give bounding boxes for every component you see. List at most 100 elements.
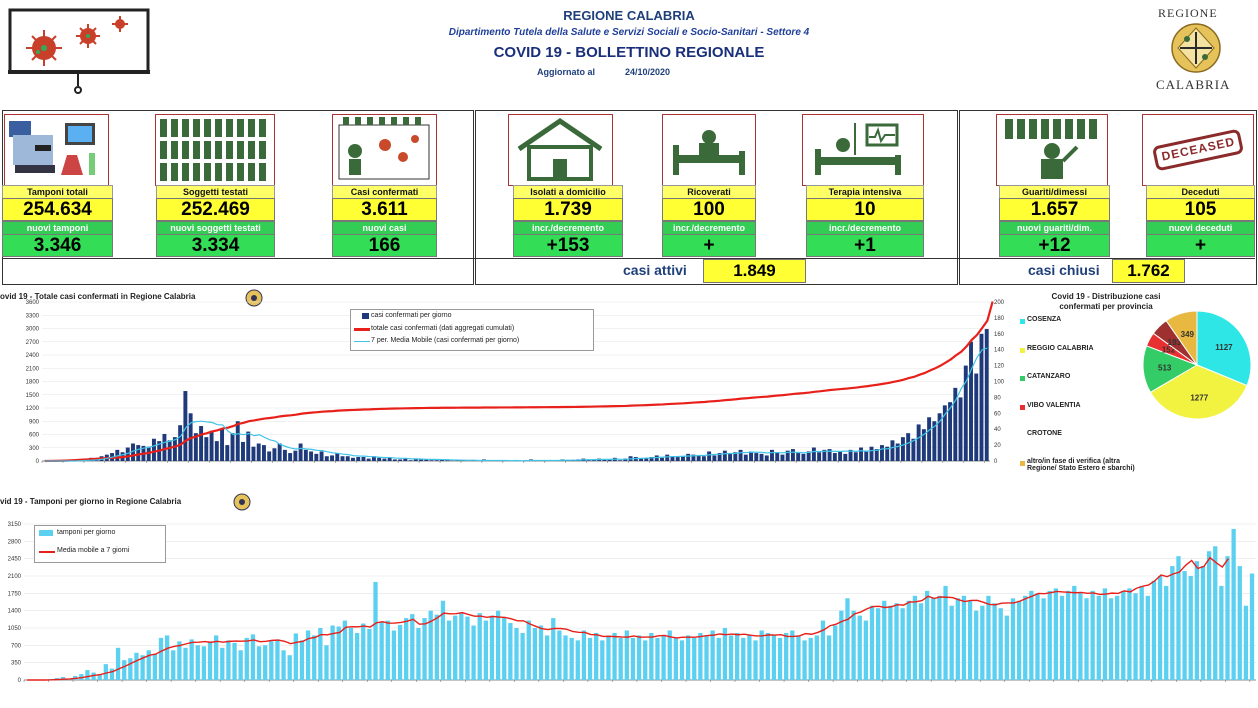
region-logo-text-bottom: CALABRIA bbox=[1156, 77, 1231, 92]
person-figure-icon bbox=[160, 141, 167, 159]
case-bar bbox=[298, 443, 303, 461]
pie-slice bbox=[1165, 310, 1198, 367]
tests-bar bbox=[397, 625, 403, 680]
tests-bar bbox=[1133, 593, 1138, 680]
tests-bar bbox=[183, 647, 188, 680]
tests-bar bbox=[1237, 566, 1242, 680]
tests-bar bbox=[158, 637, 164, 680]
confermati-new-label: nuovi casi bbox=[332, 221, 437, 235]
tests-bar bbox=[1115, 595, 1120, 680]
tests-bar bbox=[636, 635, 642, 680]
tests-bar bbox=[1010, 598, 1016, 680]
y2-tick-label: 80 bbox=[994, 395, 1001, 401]
tests-bar bbox=[814, 635, 819, 680]
tests-bar bbox=[195, 645, 200, 680]
tamponi-value: 254.634 bbox=[2, 198, 113, 221]
legend-swatch-tests bbox=[39, 530, 53, 536]
tests-bar bbox=[1047, 590, 1052, 680]
tests-bar bbox=[998, 608, 1003, 680]
tests-bar bbox=[1231, 528, 1236, 680]
case-bar bbox=[670, 456, 675, 461]
case-bar bbox=[974, 373, 979, 461]
pie-slice bbox=[1196, 310, 1252, 387]
case-bar bbox=[764, 455, 769, 461]
region-coat-of-arms-icon bbox=[1171, 23, 1221, 73]
tests-bar bbox=[949, 605, 954, 680]
terapia-delta-value: +1 bbox=[806, 234, 924, 257]
tests-bar bbox=[422, 618, 427, 680]
case-bar bbox=[942, 405, 947, 461]
case-bar bbox=[838, 451, 843, 461]
case-bar bbox=[408, 460, 413, 461]
y-tick-label: 1400 bbox=[8, 609, 22, 615]
case-bar bbox=[261, 445, 266, 461]
case-bar bbox=[937, 413, 942, 461]
case-bar bbox=[790, 449, 795, 461]
tests-bar bbox=[232, 642, 237, 680]
case-bar bbox=[246, 431, 251, 461]
tests-bar bbox=[563, 635, 568, 680]
case-bar bbox=[864, 450, 869, 461]
case-bar bbox=[895, 443, 900, 461]
case-bar bbox=[843, 453, 848, 461]
person-figure-icon bbox=[215, 141, 222, 159]
case-bar bbox=[696, 455, 701, 461]
person-figure-icon bbox=[204, 163, 211, 181]
person-figure-icon bbox=[237, 141, 244, 159]
case-bar bbox=[209, 430, 214, 461]
case-bar bbox=[880, 445, 884, 461]
tests-bar bbox=[379, 621, 384, 680]
tests-bar bbox=[845, 598, 850, 680]
y-tick-label: 1200 bbox=[26, 406, 40, 412]
legend-swatch-ma bbox=[354, 341, 370, 342]
y-tick-label: 3150 bbox=[8, 522, 22, 528]
tests-bar bbox=[661, 635, 666, 680]
case-bar bbox=[859, 447, 863, 461]
case-bar bbox=[586, 460, 591, 461]
tests-bar bbox=[1102, 588, 1108, 680]
tests-bar bbox=[385, 620, 390, 680]
case-bar bbox=[869, 446, 874, 461]
case-bar bbox=[256, 443, 261, 461]
tests-bar bbox=[600, 640, 605, 680]
tests-bar bbox=[925, 590, 930, 680]
case-bar bbox=[963, 365, 968, 461]
case-bar bbox=[775, 452, 780, 461]
tests-bar bbox=[85, 670, 90, 680]
person-figure-icon bbox=[160, 163, 167, 181]
tests-bar bbox=[802, 640, 807, 680]
case-bar bbox=[644, 457, 649, 461]
person-figure-icon bbox=[215, 163, 222, 181]
case-bar bbox=[424, 459, 429, 461]
tests-bar bbox=[857, 615, 862, 680]
case-bar bbox=[618, 460, 623, 461]
tests-bar bbox=[906, 600, 911, 680]
tests-bar bbox=[97, 675, 102, 680]
case-bar bbox=[204, 437, 209, 461]
tests-bar bbox=[324, 645, 329, 680]
tests-bar bbox=[649, 632, 654, 680]
case-bar bbox=[167, 440, 172, 461]
tests-bar bbox=[1108, 598, 1114, 680]
legend-swatch-cases bbox=[362, 313, 369, 319]
y-tick-label: 900 bbox=[29, 419, 40, 425]
confermati-new-value: 166 bbox=[332, 234, 437, 257]
tests-bar bbox=[416, 628, 421, 680]
tests-bar bbox=[164, 635, 170, 680]
case-bar bbox=[199, 426, 204, 461]
tests-bar bbox=[1127, 588, 1132, 680]
tests-bar bbox=[1029, 590, 1034, 680]
intensive-care-image bbox=[802, 114, 924, 186]
tests-bar bbox=[575, 640, 580, 680]
case-bar bbox=[874, 449, 879, 461]
case-bar bbox=[330, 455, 334, 461]
tests-bar bbox=[888, 605, 893, 680]
recovered-image bbox=[996, 114, 1108, 186]
deceduti-new-label: nuovi deceduti bbox=[1146, 221, 1255, 235]
case-bar bbox=[377, 457, 382, 461]
tests-bar bbox=[177, 641, 182, 680]
person-figure-icon bbox=[193, 163, 200, 181]
case-bar bbox=[392, 459, 397, 461]
y-tick-label: 1500 bbox=[26, 393, 40, 399]
tests-bar bbox=[992, 603, 997, 680]
